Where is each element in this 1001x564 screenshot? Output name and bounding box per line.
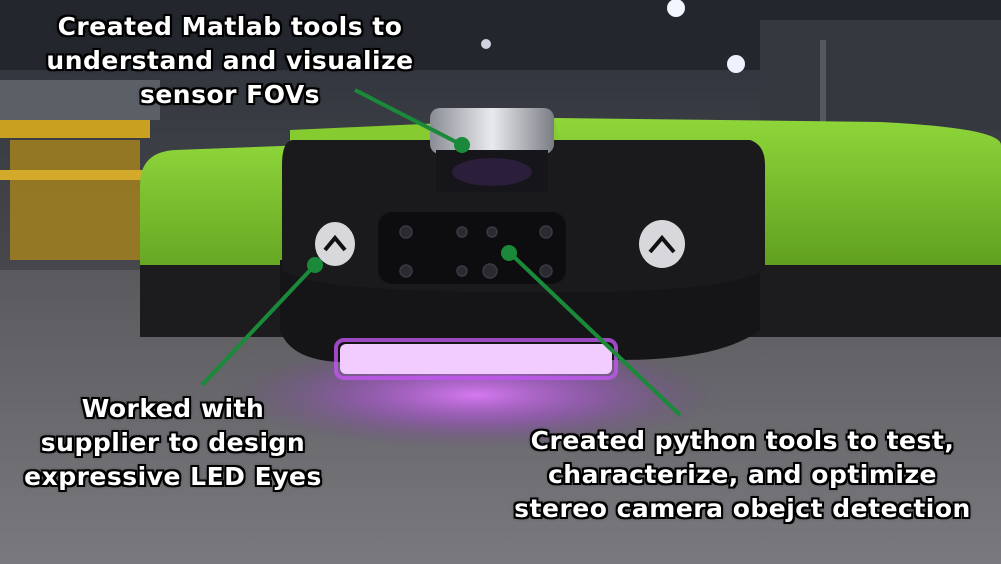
callout-line-lidar bbox=[354, 88, 463, 147]
caption-line: expressive LED Eyes bbox=[24, 462, 322, 491]
callout-line-camera bbox=[508, 251, 682, 417]
caption-line: Created python tools to test, bbox=[530, 426, 955, 455]
caption-line: understand and visualize bbox=[46, 46, 414, 75]
callout-dot-led bbox=[307, 257, 323, 273]
callout-lines bbox=[200, 88, 682, 417]
caption-line: Created Matlab tools to bbox=[57, 12, 403, 41]
caption-line: characterize, and optimize bbox=[547, 460, 937, 489]
callout-dot-lidar bbox=[454, 137, 470, 153]
caption-led-eyes: Worked with supplier to design expressiv… bbox=[8, 392, 338, 494]
caption-python-tools: Created python tools to test, characteri… bbox=[490, 424, 995, 526]
callout-dot-camera bbox=[501, 245, 517, 261]
caption-matlab-tools: Created Matlab tools to understand and v… bbox=[30, 10, 430, 112]
caption-line: stereo camera obejct detection bbox=[514, 494, 971, 523]
callout-line-led bbox=[200, 263, 317, 387]
caption-line: sensor FOVs bbox=[139, 80, 321, 109]
caption-line: Worked with bbox=[81, 394, 265, 423]
caption-line: supplier to design bbox=[40, 428, 306, 457]
